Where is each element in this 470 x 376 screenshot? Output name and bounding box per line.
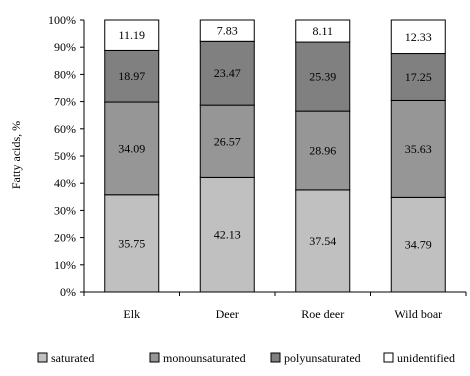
bar-segment-unidentified-deer <box>199 19 255 42</box>
y-tick-label: 70% <box>54 95 76 109</box>
y-tick-label: 10% <box>54 258 76 272</box>
data-label: 35.75 <box>118 236 145 250</box>
bar-segment-unidentified-roe-deer <box>295 19 351 43</box>
value-labels-layer: 35.75 34.09 18.97 11.19 42.13 26.57 23.47 7.83 3… <box>118 24 432 252</box>
bars-layer <box>104 19 446 293</box>
data-label: 11.19 <box>118 28 145 42</box>
bar-segment-saturated-deer <box>199 176 255 293</box>
y-tick-label: 80% <box>54 67 76 81</box>
data-label: 26.57 <box>214 134 241 148</box>
y-axis-title: Fatty acids, % <box>9 121 23 189</box>
legend-label-unidentified: unidentified <box>397 351 455 365</box>
data-label: 7.83 <box>217 24 238 38</box>
y-tick-label: 60% <box>54 122 76 136</box>
data-label: 34.79 <box>405 238 432 252</box>
data-label: 12.33 <box>405 30 432 44</box>
bar-segment-saturated-wild-boar <box>390 196 446 293</box>
data-label: 37.54 <box>309 234 336 248</box>
data-label: 8.11 <box>312 24 333 38</box>
y-tick-label: 40% <box>54 176 76 190</box>
x-tick-label: Deer <box>216 307 239 321</box>
bar-segment-monounsaturated-elk <box>104 101 160 196</box>
bar-segment-polyunsaturated-deer <box>199 40 255 106</box>
data-label: 18.97 <box>118 69 145 83</box>
y-tick-label: 50% <box>54 149 76 163</box>
data-label: 42.13 <box>214 228 241 242</box>
bar-segment-monounsaturated-deer <box>199 104 255 178</box>
legend-label-polyunsaturated: polyunsaturated <box>284 351 361 365</box>
x-tick-label: Elk <box>123 307 140 321</box>
legend-swatch-saturated <box>37 352 48 363</box>
legend: saturated monounsaturated polyunsaturated u… <box>37 351 455 365</box>
data-label: 23.47 <box>214 66 241 80</box>
y-tick-label: 20% <box>54 231 76 245</box>
legend-label-saturated: saturated <box>51 351 94 365</box>
bar-segment-monounsaturated-roe-deer <box>295 110 351 191</box>
data-label: 17.25 <box>405 70 432 84</box>
bar-segment-unidentified-wild-boar <box>390 19 446 55</box>
data-label: 25.39 <box>309 70 336 84</box>
bar-segment-saturated-elk <box>104 194 160 293</box>
y-tick-label: 100% <box>48 13 76 27</box>
legend-swatch-unidentified <box>383 352 394 363</box>
x-tick-label: Roe deer <box>301 307 344 321</box>
x-tick-label: Wild boar <box>394 307 442 321</box>
data-label: 34.09 <box>118 141 145 155</box>
data-label: 28.96 <box>309 144 336 158</box>
bar-segment-saturated-roe-deer <box>295 189 351 293</box>
legend-swatch-polyunsaturated <box>270 352 281 363</box>
y-tick-label: 90% <box>54 40 76 54</box>
axis-layer: Elk Deer Roe deer Wild boar 0% 10% 20% 30% 40% 50… <box>48 13 467 321</box>
y-tick-label: 0% <box>60 285 76 299</box>
bar-segment-polyunsaturated-wild-boar <box>390 53 446 101</box>
legend-label-monounsaturated: monounsaturated <box>163 351 246 365</box>
data-label: 35.63 <box>405 142 432 156</box>
bar-segment-monounsaturated-wild-boar <box>390 99 446 198</box>
legend-swatch-monounsaturated <box>149 352 160 363</box>
bar-segment-unidentified-elk <box>104 19 160 51</box>
y-tick-label: 30% <box>54 203 76 217</box>
